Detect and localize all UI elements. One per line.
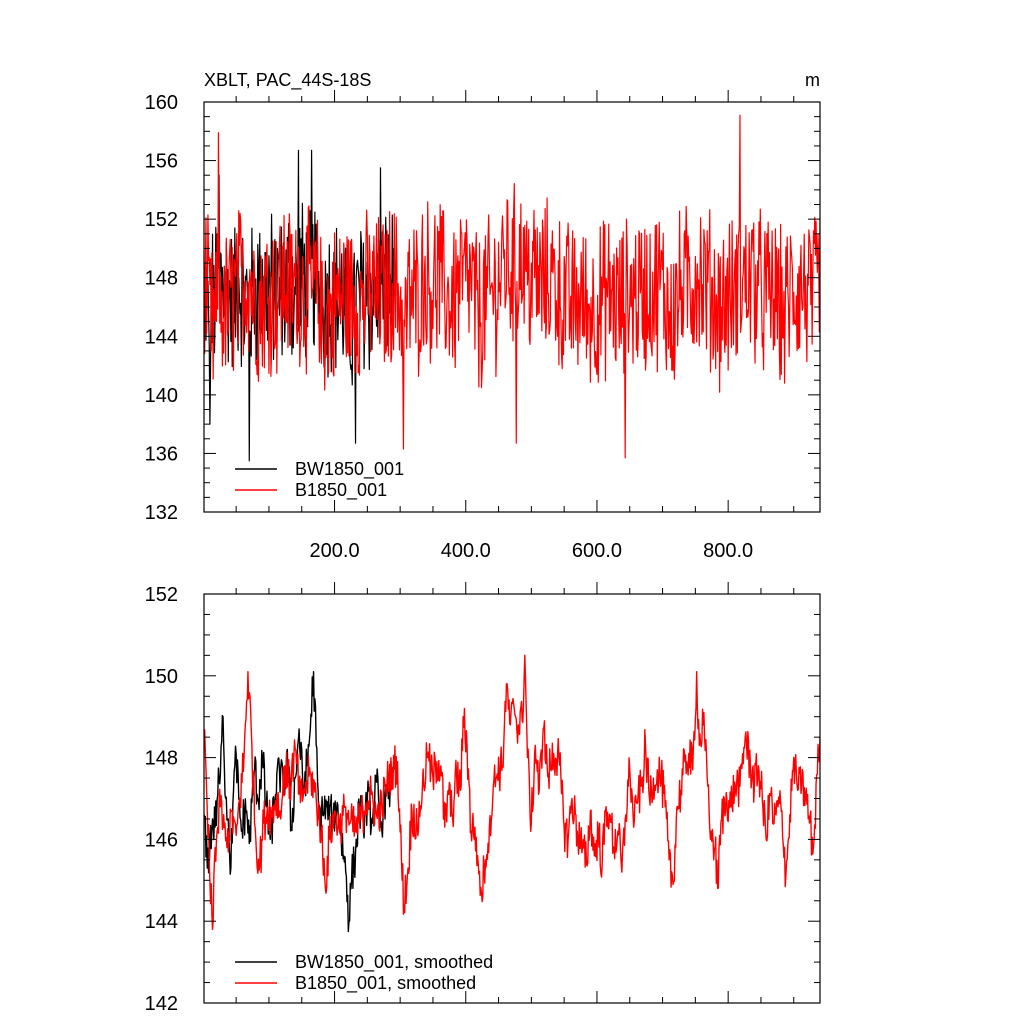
y-tick-label: 160 [145, 92, 178, 114]
y-tick-label: 146 [145, 829, 178, 851]
series-line-b1850 [204, 654, 820, 931]
plot-area [204, 114, 820, 462]
chart-title: XBLT, PAC_44S-18S [204, 70, 371, 91]
y-tick-label: 136 [145, 443, 178, 465]
legend-label: BW1850_001 [295, 459, 404, 480]
series-line-bw1850 [204, 671, 395, 933]
series-line-b1850 [204, 114, 820, 459]
y-tick-label: 144 [145, 326, 178, 348]
y-tick-label: 148 [145, 268, 178, 290]
x-tick-label: 200.0 [310, 540, 360, 562]
legend-label: B1850_001 [295, 480, 387, 501]
y-tick-label: 156 [145, 151, 178, 173]
y-tick-label: 144 [145, 911, 178, 933]
y-tick-label: 152 [145, 209, 178, 231]
y-tick-label: 132 [145, 502, 178, 524]
y-tick-label: 152 [145, 584, 178, 606]
x-tick-label: 600.0 [572, 540, 622, 562]
top-panel: XBLT, PAC_44S-18S m 132 136 140 144 148 152 15… [145, 70, 821, 562]
legend-label: BW1850_001, smoothed [295, 952, 493, 973]
plot-area [204, 654, 820, 933]
units-label: m [805, 70, 820, 90]
bottom-panel: 142 144 146 148 150 152 BW1850_001, smoothedB1… [145, 582, 821, 1015]
legend-label: B1850_001, smoothed [295, 973, 476, 994]
y-tick-label: 148 [145, 748, 178, 770]
x-tick-label: 400.0 [441, 540, 491, 562]
x-tick-label: 800.0 [703, 540, 753, 562]
y-tick-label: 150 [145, 666, 178, 688]
y-tick-label: 140 [145, 385, 178, 407]
plot-frame [203, 593, 821, 1004]
y-tick-label: 142 [145, 993, 178, 1015]
